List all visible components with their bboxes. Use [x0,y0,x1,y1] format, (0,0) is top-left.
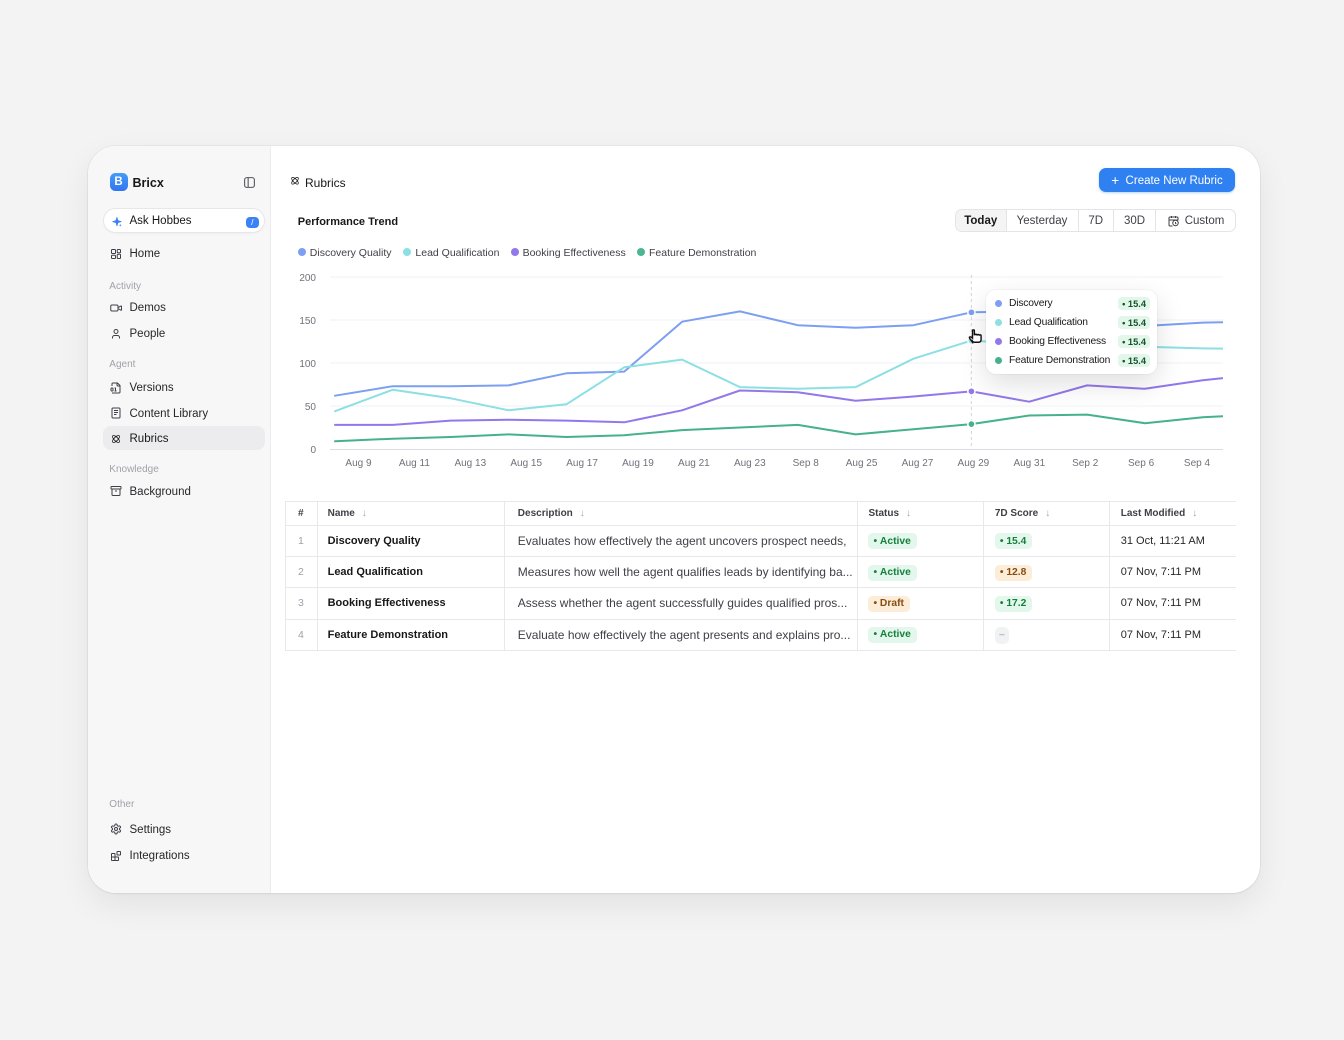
svg-text:Sep 8: Sep 8 [793,458,820,469]
svg-text:Aug 29: Aug 29 [958,458,990,469]
svg-text:100: 100 [299,359,316,370]
svg-text:Aug 23: Aug 23 [734,458,766,469]
svg-text:Aug 15: Aug 15 [510,458,542,469]
svg-text:150: 150 [299,316,316,327]
svg-text:200: 200 [299,273,316,284]
svg-text:Aug 9: Aug 9 [345,458,372,469]
svg-text:Aug 17: Aug 17 [566,458,598,469]
svg-text:Sep 4: Sep 4 [1184,458,1211,469]
svg-text:Aug 31: Aug 31 [1013,458,1045,469]
svg-text:Aug 21: Aug 21 [678,458,710,469]
svg-text:Aug 19: Aug 19 [622,458,654,469]
svg-text:Aug 13: Aug 13 [454,458,486,469]
svg-text:Aug 25: Aug 25 [846,458,878,469]
svg-text:Sep 6: Sep 6 [1128,458,1155,469]
svg-text:Sep 2: Sep 2 [1072,458,1099,469]
svg-text:0: 0 [310,445,316,456]
svg-text:Aug 27: Aug 27 [902,458,934,469]
svg-text:Aug 11: Aug 11 [399,458,430,469]
svg-text:50: 50 [305,402,317,413]
